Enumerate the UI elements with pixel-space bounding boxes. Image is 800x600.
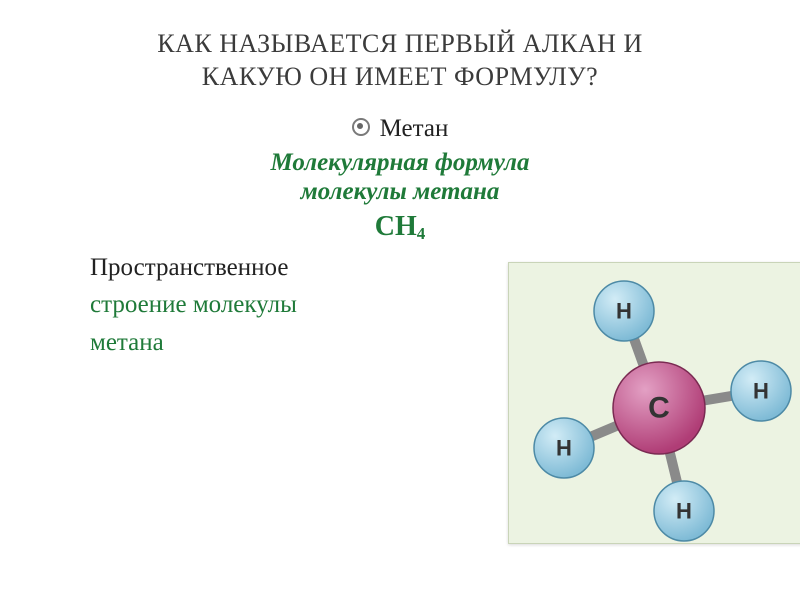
formula-subscript: 4 (417, 224, 426, 243)
svg-text:H: H (556, 436, 572, 461)
left-text-block: Пространственное строение молекулы метан… (90, 249, 420, 362)
bullet-row: Метан (50, 115, 750, 143)
svg-text:H: H (753, 379, 769, 404)
left-line-1: Пространственное (90, 249, 420, 287)
slide: КАК НАЗЫВАЕТСЯ ПЕРВЫЙ АЛКАН И КАКУЮ ОН И… (0, 0, 800, 600)
svg-text:C: C (648, 392, 670, 425)
svg-text:H: H (616, 299, 632, 324)
formula: СН4 (50, 211, 750, 243)
subtitle-line-1: Молекулярная формула (270, 149, 529, 176)
molecule-svg: H H H H C (509, 263, 800, 543)
subtitle: Молекулярная формула молекулы метана (50, 149, 750, 207)
left-line-3: метана (90, 324, 420, 362)
slide-title: КАК НАЗЫВАЕТСЯ ПЕРВЫЙ АЛКАН И КАКУЮ ОН И… (50, 28, 750, 93)
bullet-icon (352, 118, 370, 136)
title-line-2: КАКУЮ ОН ИМЕЕТ ФОРМУЛУ? (202, 62, 598, 91)
subtitle-line-2: молекулы метана (301, 178, 500, 205)
bullet-text: Метан (380, 115, 449, 142)
svg-text:H: H (676, 499, 692, 524)
left-line-2: строение молекулы (90, 286, 420, 324)
formula-main: СН (375, 211, 417, 242)
title-line-1: КАК НАЗЫВАЕТСЯ ПЕРВЫЙ АЛКАН И (157, 29, 642, 58)
molecule-diagram: H H H H C (508, 262, 800, 544)
